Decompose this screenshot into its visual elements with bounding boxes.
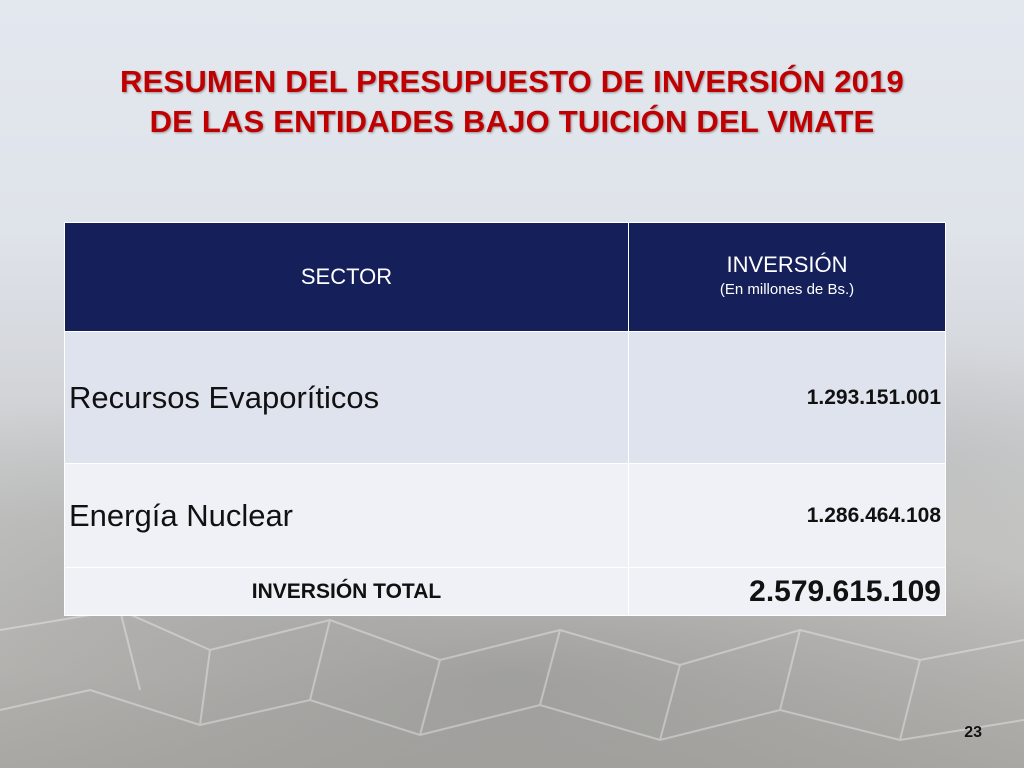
- table-header-row: SECTOR INVERSIÓN (En millones de Bs.): [64, 222, 946, 332]
- table-row: Energía Nuclear 1.286.464.108: [64, 463, 946, 568]
- slide-title-line-2: DE LAS ENTIDADES BAJO TUICIÓN DEL VMATE: [149, 104, 875, 139]
- total-label: INVERSIÓN TOTAL: [64, 567, 629, 616]
- investment-cell: 1.286.464.108: [628, 463, 946, 568]
- header-investment-unit: (En millones de Bs.): [719, 281, 855, 298]
- slide-title-line-1: RESUMEN DEL PRESUPUESTO DE INVERSIÓN 201…: [120, 64, 904, 99]
- investment-cell: 1.293.151.001: [628, 331, 946, 464]
- total-value: 2.579.615.109: [628, 567, 946, 616]
- table-total-row: INVERSIÓN TOTAL 2.579.615.109: [64, 567, 946, 616]
- slide-title: RESUMEN DEL PRESUPUESTO DE INVERSIÓN 201…: [0, 62, 1024, 142]
- page-number: 23: [964, 724, 982, 741]
- header-investment: INVERSIÓN (En millones de Bs.): [628, 222, 946, 332]
- table-row: Recursos Evaporíticos 1.293.151.001: [64, 331, 946, 464]
- header-investment-label: INVERSIÓN: [726, 252, 848, 277]
- sector-cell: Energía Nuclear: [64, 463, 629, 568]
- salt-flat-background: [0, 608, 1024, 742]
- sector-cell: Recursos Evaporíticos: [64, 331, 629, 464]
- header-sector: SECTOR: [64, 222, 629, 332]
- investment-table: SECTOR INVERSIÓN (En millones de Bs.) Re…: [64, 222, 946, 616]
